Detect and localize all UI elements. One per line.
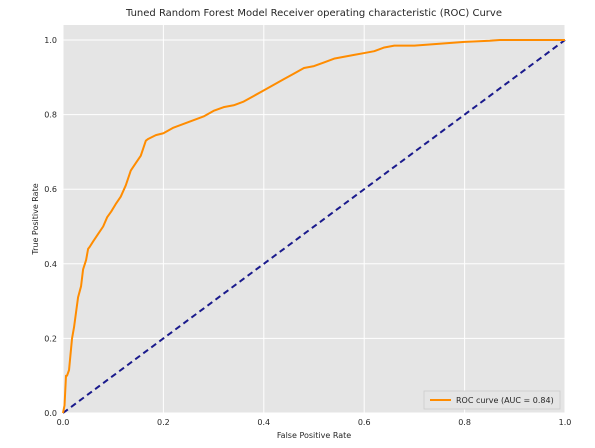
diagonal-reference-line xyxy=(62,39,566,414)
series-layer xyxy=(62,39,566,414)
x-tick-label: 0.2 xyxy=(157,418,170,427)
legend-box xyxy=(423,390,561,410)
x-tick-label: 1.0 xyxy=(559,418,572,427)
tick-labels: 0.0 0.2 0.4 0.6 0.8 1.0 0.0 0.2 0.4 0.6 0.8 1.0 xyxy=(44,36,571,427)
x-tick-label: 0.8 xyxy=(458,418,471,427)
legend-entry-roc: ROC curve (AUC = 0.84) xyxy=(456,396,554,405)
roc-curve-line xyxy=(62,39,565,414)
x-axis-label: False Positive Rate xyxy=(277,431,351,440)
y-axis-label: True Positive Rate xyxy=(31,183,40,255)
y-tick-label: 0.0 xyxy=(44,409,57,418)
x-tick-label: 0.4 xyxy=(257,418,270,427)
chart-title: Tuned Random Forest Model Receiver opera… xyxy=(125,8,502,19)
x-tick-label: 0.0 xyxy=(57,418,70,427)
legend: ROC curve (AUC = 0.84) xyxy=(423,390,561,410)
plot-area xyxy=(63,25,565,413)
y-tick-label: 0.4 xyxy=(44,260,57,269)
y-tick-label: 0.8 xyxy=(44,111,57,120)
y-tick-label: 1.0 xyxy=(44,36,57,45)
y-tick-label: 0.2 xyxy=(44,334,57,343)
y-tick-label: 0.6 xyxy=(44,185,57,194)
x-tick-label: 0.6 xyxy=(358,418,371,427)
